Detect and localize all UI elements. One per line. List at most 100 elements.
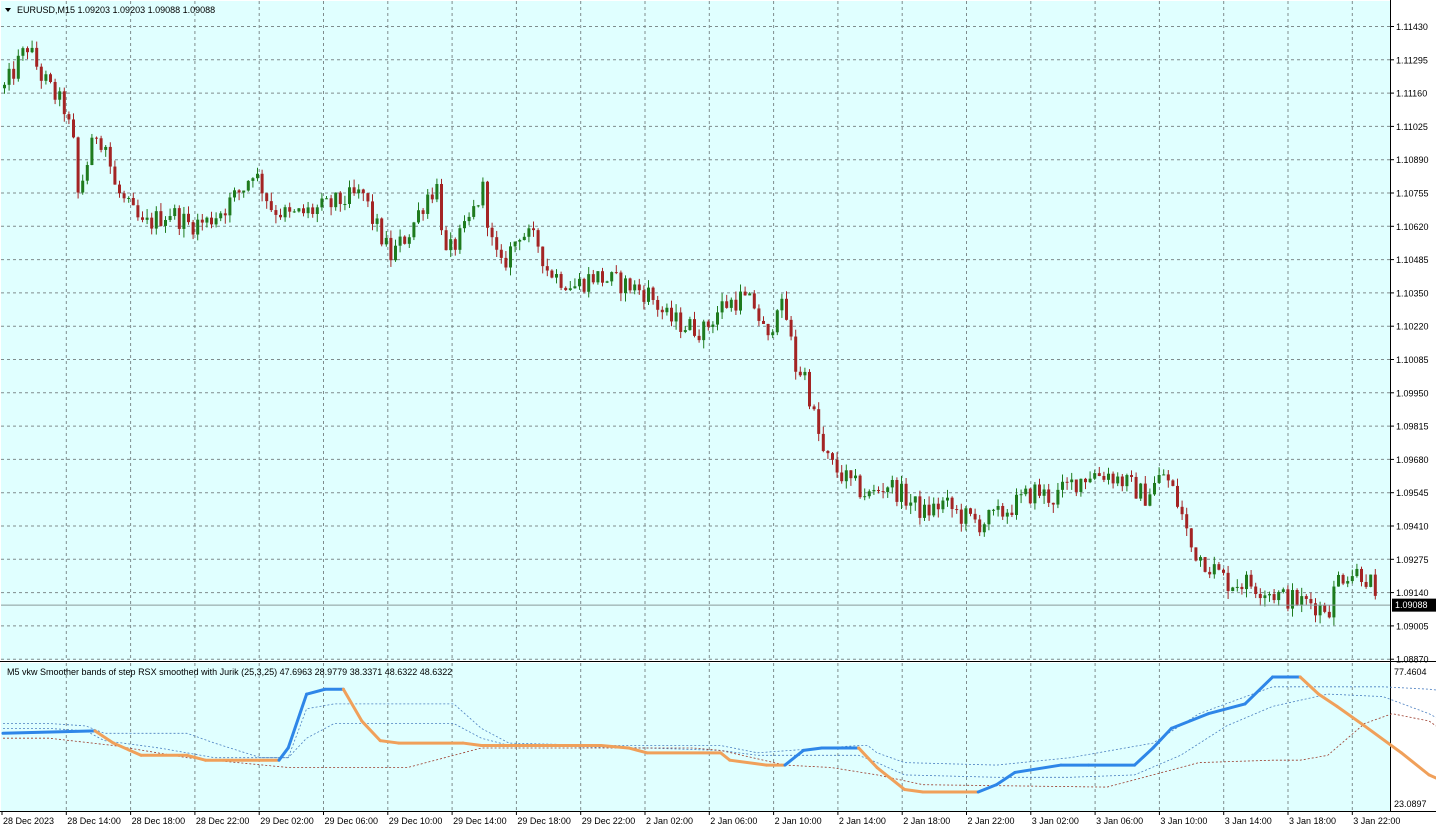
candle-body [835, 459, 839, 473]
candle-body [200, 219, 204, 223]
indicator-axis-bottom: 23.0897 [1394, 799, 1427, 809]
candle-body [481, 181, 485, 206]
candle-body [1272, 594, 1276, 601]
time-label: 3 Jan 22:00 [1353, 816, 1400, 826]
candle-body [679, 312, 683, 332]
candle-body [863, 496, 867, 498]
candle-body [440, 183, 443, 231]
candle-body [407, 237, 411, 244]
candle-body [1111, 473, 1115, 484]
candle-body [996, 505, 1000, 510]
time-label: 29 Dec 14:00 [453, 816, 507, 826]
rsx-segment [286, 692, 309, 750]
candle-body [1001, 505, 1005, 517]
candle-body [357, 189, 361, 194]
time-label: 29 Dec 02:00 [260, 816, 314, 826]
candle-body [624, 278, 627, 294]
price-label: 1.10620 [1396, 222, 1429, 232]
indicator-panel[interactable] [1, 663, 1390, 811]
candle-body [1235, 586, 1239, 588]
candle-body [426, 194, 430, 214]
time-label: 3 Jan 10:00 [1160, 816, 1207, 826]
candle-body [1176, 485, 1179, 507]
candle-body [394, 245, 397, 261]
candle-body [1300, 596, 1304, 605]
price-label: 1.10350 [1396, 288, 1429, 298]
triangle-down-icon[interactable] [5, 8, 11, 12]
price-label: 1.09815 [1396, 422, 1429, 432]
candle-body [1116, 476, 1120, 484]
candle-body [53, 81, 57, 100]
indicator-bands [3, 686, 1436, 788]
candle-body [812, 406, 816, 410]
symbol-header: EURUSD,M15 1.09203 1.09203 1.09088 1.090… [17, 5, 215, 15]
candle-body [1217, 564, 1221, 570]
price-label: 1.11025 [1396, 122, 1428, 132]
candle-body [628, 278, 632, 291]
candle-body [366, 193, 370, 202]
indicator-title: M5 vkw Smoother bands of step RSX smooth… [7, 667, 452, 677]
candle-body [665, 307, 669, 313]
candle-body [334, 192, 338, 208]
candle-body [647, 287, 650, 302]
candle-body [283, 207, 287, 218]
rsx-segment [599, 744, 631, 750]
candle-body [826, 450, 830, 454]
time-label: 29 Dec 18:00 [517, 816, 571, 826]
candle-body [582, 278, 586, 292]
candle-body [292, 211, 296, 213]
candle-body [72, 119, 75, 138]
candle-body [509, 246, 512, 268]
candle-body [499, 249, 503, 258]
rsx-segment [1243, 675, 1275, 706]
candle-body [1019, 494, 1023, 496]
rsx-segment [627, 746, 649, 755]
candle-body [361, 189, 365, 194]
candle-body [964, 508, 968, 524]
candle-body [591, 274, 595, 283]
candle-body [1093, 473, 1097, 479]
time-label: 2 Jan 02:00 [646, 816, 693, 826]
rsx-segment [1317, 692, 1339, 708]
candle-body [1350, 576, 1354, 582]
candle-body [1194, 547, 1198, 561]
candle-body [752, 293, 756, 309]
candle-body [670, 307, 673, 322]
candle-body [1268, 594, 1271, 596]
candle-body [536, 230, 540, 247]
candle-body [467, 216, 471, 222]
band-band_middle [3, 693, 1436, 778]
candle-body [154, 211, 158, 229]
price-label: 1.10890 [1396, 155, 1429, 165]
rsx-segment [801, 746, 824, 752]
current-price-tag-bg [1392, 598, 1436, 612]
candle-body [909, 502, 913, 506]
candle-body [398, 236, 402, 246]
candle-body [642, 290, 646, 302]
candle-body [430, 194, 434, 200]
candle-body [1162, 474, 1166, 476]
candle-body [246, 180, 250, 191]
candle-body [343, 204, 347, 206]
time-label: 3 Jan 02:00 [1032, 816, 1079, 826]
candle-body [881, 491, 885, 493]
candle-body [969, 508, 972, 514]
candle-body [1157, 475, 1161, 483]
candle-body [1212, 564, 1216, 575]
candle-body [941, 500, 945, 510]
rsx-segment [1206, 702, 1247, 716]
candle-body [1208, 571, 1212, 575]
rsx-segment [378, 739, 401, 745]
candle-body [1107, 473, 1110, 480]
time-label: 2 Jan 14:00 [839, 816, 886, 826]
candle-body [486, 181, 489, 228]
candle-body [1309, 598, 1313, 604]
candle-body [1134, 476, 1138, 499]
candle-body [371, 201, 374, 224]
candle-body [568, 288, 572, 291]
candles [3, 40, 1377, 626]
candle-body [205, 217, 209, 223]
candle-body [1102, 475, 1106, 480]
candle-body [35, 47, 39, 67]
